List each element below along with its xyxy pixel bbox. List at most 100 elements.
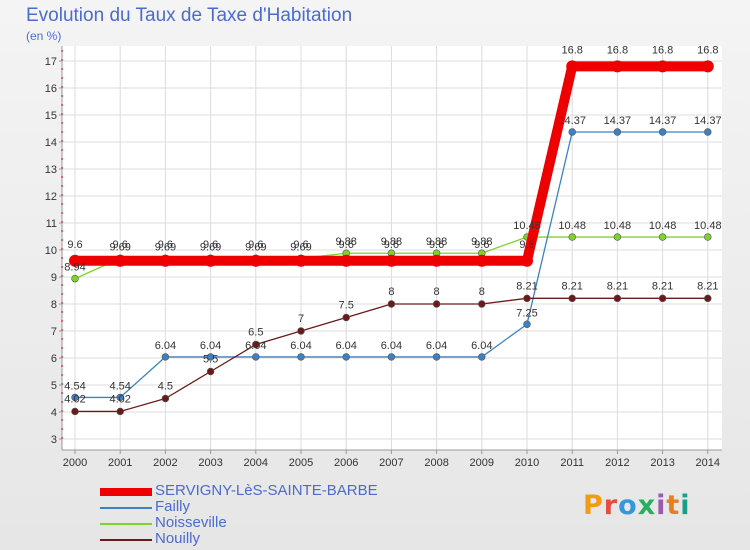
x-tick-label: 2011 <box>560 457 584 469</box>
logo-letter: r <box>603 490 619 521</box>
data-point <box>206 367 215 376</box>
x-tick-label: 2008 <box>424 457 448 469</box>
legend-swatch <box>100 507 152 509</box>
data-label: 6.04 <box>245 340 266 352</box>
data-label: 8.21 <box>652 280 673 292</box>
chart-title: Evolution du Taux de Taxe d'Habitation <box>26 5 353 26</box>
data-point <box>704 128 712 136</box>
legend: SERVIGNY-LèS-SAINTE-BARBE Failly Noissev… <box>100 482 430 548</box>
data-label: 9.88 <box>471 236 492 248</box>
legend-label: Noisseville <box>155 514 227 531</box>
data-point <box>613 294 622 303</box>
y-tick-label: 4 <box>51 407 57 419</box>
data-label: 4.54 <box>64 380 85 392</box>
data-label: 10.48 <box>558 220 586 232</box>
data-label: 6.5 <box>248 327 263 339</box>
data-point <box>568 294 576 303</box>
x-tick-label: 2000 <box>63 457 87 469</box>
data-label: 14.37 <box>694 115 722 127</box>
legend-swatch <box>100 523 152 525</box>
data-point <box>385 254 398 267</box>
data-point <box>342 353 350 361</box>
data-point <box>297 353 305 361</box>
data-label: 6.04 <box>290 340 311 352</box>
data-point <box>704 294 712 303</box>
data-point <box>204 254 217 267</box>
data-label: 9.6 <box>474 239 489 251</box>
data-point <box>658 294 667 303</box>
data-label: 9.88 <box>381 236 402 248</box>
data-label: 8 <box>388 286 394 298</box>
data-label: 9.69 <box>245 241 266 253</box>
data-label: 6.04 <box>335 340 356 352</box>
legend-item-failly[interactable]: Failly <box>100 498 430 516</box>
data-label: 6.04 <box>426 340 447 352</box>
series-0 <box>69 60 714 267</box>
data-label: 16.8 <box>697 44 718 56</box>
data-label: 10.48 <box>604 220 632 232</box>
data-point <box>523 294 531 303</box>
data-label: 6.04 <box>200 340 221 352</box>
x-tick-label: 2009 <box>470 457 494 469</box>
legend-swatch <box>100 488 152 496</box>
proxiti-logo[interactable]: Proxiti <box>583 490 691 521</box>
data-point <box>387 300 396 308</box>
data-point <box>116 393 124 402</box>
data-label: 5.5 <box>203 354 218 366</box>
data-point <box>252 353 260 361</box>
data-label: 8.94 <box>64 262 85 274</box>
y-tick-label: 17 <box>45 56 57 68</box>
data-label: 16.8 <box>607 44 628 56</box>
data-point <box>701 60 714 73</box>
data-point <box>116 407 124 416</box>
logo-letter: t <box>666 490 681 521</box>
y-tick-label: 6 <box>51 353 57 365</box>
y-tick-label: 14 <box>45 137 57 149</box>
data-point <box>432 300 441 308</box>
data-label: 9.6 <box>339 239 354 251</box>
data-point <box>656 60 669 73</box>
y-tick-label: 15 <box>45 110 57 122</box>
data-point <box>71 393 79 402</box>
legend-item-noisseville[interactable]: Noisseville <box>100 514 430 532</box>
x-tick-label: 2007 <box>379 457 403 469</box>
x-tick-label: 2014 <box>696 457 720 469</box>
data-label: 4.02 <box>109 393 130 405</box>
data-label: 9.6 <box>67 239 82 251</box>
data-label: 7 <box>298 313 304 325</box>
data-label: 8.21 <box>516 280 537 292</box>
data-point <box>159 254 172 267</box>
data-point <box>387 353 396 361</box>
logo-letter: P <box>583 490 604 521</box>
data-label: 9.88 <box>335 236 356 248</box>
data-point <box>475 254 488 267</box>
data-label: 10.48 <box>513 220 541 232</box>
data-point <box>297 327 305 335</box>
x-tick-label: 2002 <box>153 457 177 469</box>
plot-background <box>62 46 722 450</box>
x-tick-label: 2013 <box>650 457 674 469</box>
legend-item-servigny[interactable]: SERVIGNY-LèS-SAINTE-BARBE <box>100 482 430 500</box>
series-1 <box>71 128 712 402</box>
data-label: 8 <box>434 286 440 298</box>
data-label: 9.6 <box>429 239 444 251</box>
grid <box>62 46 722 450</box>
data-point <box>69 254 81 267</box>
data-label: 4.54 <box>109 380 130 392</box>
data-point <box>206 353 215 361</box>
data-point <box>613 233 622 241</box>
data-point <box>613 128 622 136</box>
data-label: 9.6 <box>519 239 534 251</box>
legend-item-nouilly[interactable]: Nouilly <box>100 530 430 548</box>
x-tick-label: 2003 <box>198 457 222 469</box>
data-label: 16.8 <box>561 44 582 56</box>
legend-label: Failly <box>155 498 191 515</box>
x-tick-label: 2005 <box>289 457 313 469</box>
y-tick-label: 3 <box>51 434 57 446</box>
legend-swatch <box>100 539 152 541</box>
logo-letter: x <box>637 490 657 521</box>
data-point <box>566 60 579 73</box>
x-tick-label: 2012 <box>605 457 629 469</box>
y-tick-label: 11 <box>46 218 57 230</box>
